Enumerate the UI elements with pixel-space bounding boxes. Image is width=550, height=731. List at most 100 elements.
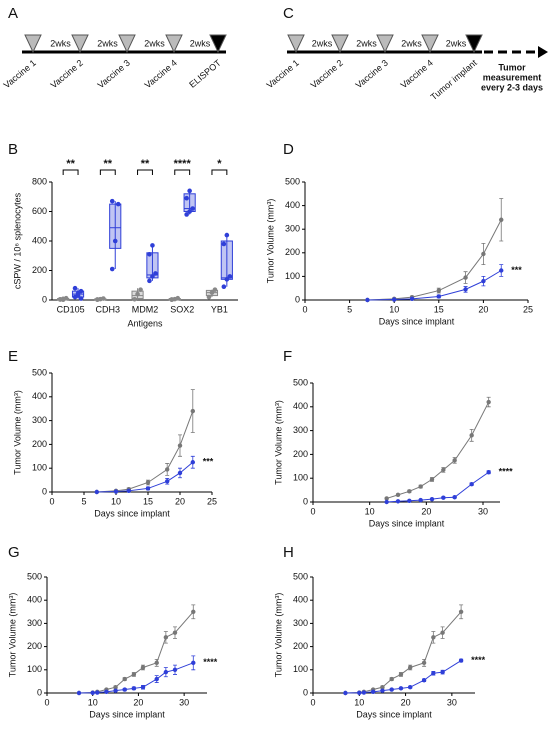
y-tick-label: 300 [285, 224, 300, 234]
annotation: **** [471, 655, 486, 665]
point [206, 294, 212, 300]
point [441, 495, 446, 500]
x-tick-label: 10 [88, 697, 98, 707]
y-tick-label: 100 [293, 473, 308, 483]
y-axis-title: Tumor Volume (mm³) [12, 390, 22, 475]
x-axis-title: Days since implant [356, 709, 432, 719]
x-tick-label: 0 [49, 496, 54, 506]
y-axis-title: cSPW / 10⁶ splenocytes [12, 192, 22, 289]
point [145, 486, 151, 491]
point [122, 676, 127, 682]
point [486, 470, 491, 475]
point [78, 296, 84, 301]
x-tick-label: 0 [44, 697, 49, 707]
panel-label: B [8, 141, 18, 158]
point [452, 458, 457, 463]
point [184, 195, 189, 201]
x-tick-label: 5 [81, 496, 86, 506]
y-tick-label: 0 [295, 294, 300, 304]
event-marker [287, 34, 305, 54]
point [441, 467, 446, 473]
y-tick-label: 500 [285, 176, 300, 186]
point [458, 609, 464, 614]
y-tick-label: 600 [32, 206, 47, 216]
point [436, 288, 441, 293]
y-tick-label: 400 [293, 401, 308, 411]
point [184, 212, 189, 217]
sig-bracket [62, 169, 79, 175]
y-tick-label: 100 [293, 664, 308, 674]
point [150, 274, 155, 279]
point [150, 243, 155, 248]
y-tick-label: 400 [32, 235, 47, 245]
y-axis-title: Tumor Volume (mm³) [265, 199, 275, 284]
point [191, 609, 196, 614]
event-marker [465, 34, 483, 54]
event-label: Vaccine 3 [354, 58, 390, 91]
point [384, 496, 389, 501]
point [421, 660, 427, 666]
x-tick-label: 30 [179, 697, 189, 707]
series-line [96, 461, 194, 493]
series-line [345, 611, 462, 694]
point [407, 489, 412, 494]
point [104, 689, 109, 695]
panel-label: G [8, 544, 20, 561]
event-label: Vaccine 2 [309, 58, 345, 91]
x-tick-label: 20 [401, 697, 411, 707]
y-tick-label: 300 [293, 618, 308, 628]
x-tick-label: 30 [447, 697, 457, 707]
series-line [367, 219, 502, 301]
point [190, 206, 195, 211]
point [429, 496, 435, 502]
panel-label: F [283, 348, 292, 365]
y-tick-label: 100 [285, 271, 300, 281]
event-label: Tumor implant [429, 57, 480, 102]
point [145, 480, 151, 485]
point [227, 274, 233, 279]
y-tick-label: 400 [27, 595, 42, 605]
event-label: Vaccine 3 [96, 58, 132, 91]
point [224, 277, 230, 282]
point [486, 399, 491, 405]
point [153, 271, 158, 276]
point [380, 685, 385, 690]
event-marker [165, 34, 183, 54]
x-tick-label: SOX2 [170, 304, 194, 314]
point [212, 287, 218, 292]
point [190, 460, 195, 465]
point [94, 489, 100, 495]
x-tick-label: CD105 [57, 304, 85, 314]
point [458, 658, 464, 663]
annotation: *** [511, 265, 522, 275]
point [60, 297, 66, 303]
x-tick-label: 10 [354, 697, 364, 707]
y-tick-label: 100 [27, 664, 42, 674]
point [177, 443, 183, 448]
y-tick-label: 400 [32, 391, 47, 401]
point [481, 251, 486, 257]
point [392, 297, 397, 302]
point [499, 217, 504, 222]
x-tick-label: 10 [365, 506, 375, 516]
point [361, 690, 367, 695]
x-tick-label: YB1 [211, 304, 228, 314]
x-axis-title: Days since implant [379, 316, 455, 326]
y-tick-label: 0 [42, 486, 47, 496]
event-label: Vaccine 1 [265, 58, 301, 91]
interval-label: 2wks [50, 38, 71, 48]
x-tick-label: 25 [207, 496, 217, 506]
point [76, 690, 82, 696]
x-tick-label: 10 [389, 304, 399, 314]
event-marker [71, 34, 89, 54]
x-tick-label: 0 [310, 506, 315, 516]
point [113, 489, 119, 494]
series-line [78, 662, 194, 694]
point [163, 669, 169, 675]
y-tick-label: 300 [32, 415, 47, 425]
note-line: every 2-3 days [481, 82, 543, 92]
point [172, 630, 178, 635]
x-tick-label: 10 [111, 496, 121, 506]
point [95, 690, 100, 695]
point [395, 492, 401, 498]
